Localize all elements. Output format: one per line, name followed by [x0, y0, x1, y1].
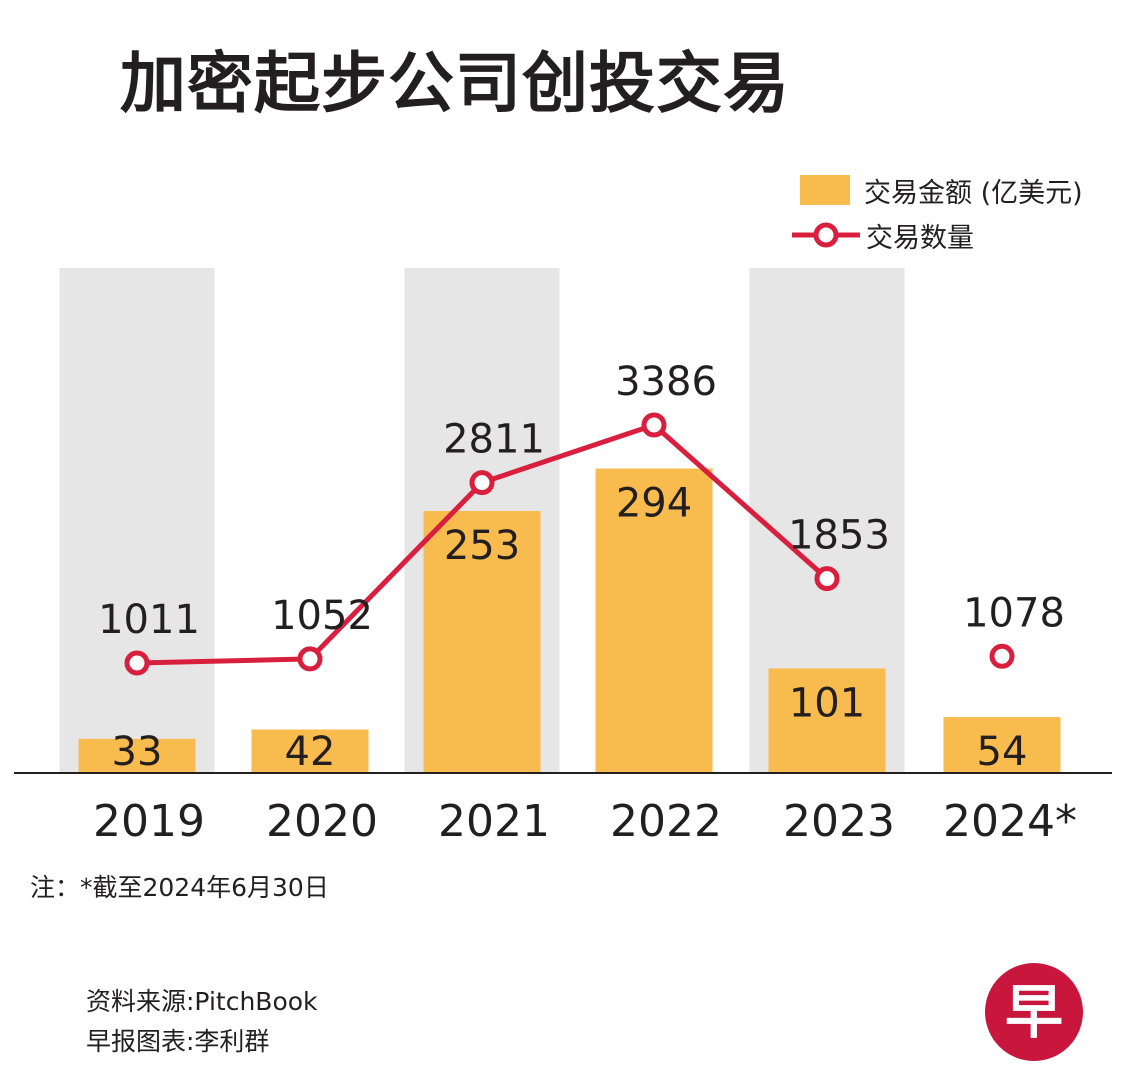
bar-value-label: 101: [789, 680, 865, 726]
x-tick-label: 2022: [610, 796, 722, 847]
count-point: [641, 412, 667, 438]
count-point: [469, 470, 495, 496]
count-line-segment: [479, 422, 657, 486]
chart-title: 加密起步公司创投交易: [120, 45, 790, 122]
legend-bar-swatch: [800, 175, 850, 205]
logo-text: 早: [1004, 978, 1063, 1046]
amount-bar: [943, 717, 1061, 773]
count-value-label: 1052: [271, 593, 373, 639]
count-line-segment: [651, 422, 830, 582]
bar-value-label: 294: [616, 481, 692, 527]
count-value-label: 1078: [963, 590, 1065, 636]
legend-label-amount: 交易金额 (亿美元): [864, 177, 1083, 209]
bar-value-label: 253: [444, 523, 520, 569]
source-text: 资料来源:PitchBook: [86, 987, 318, 1016]
x-tick-label: 2023: [783, 796, 895, 847]
bar-value-label: 42: [285, 729, 336, 775]
count-point: [124, 650, 150, 676]
chart-plot: 33 42 253 294 101 54 1011 1052 2811 3386 1853 1078 2…: [14, 268, 1112, 847]
x-tick-label: 2019: [93, 796, 205, 847]
footnote: 注：*截至2024年6月30日: [30, 873, 329, 902]
amount-bar: [423, 511, 541, 773]
bar-value-label: 54: [977, 729, 1028, 775]
shaded-band: [59, 268, 215, 773]
count-value-label: 1011: [98, 597, 200, 643]
count-point: [297, 646, 323, 672]
count-line-segment: [307, 480, 485, 662]
legend-label-count: 交易数量: [866, 222, 974, 254]
amount-bar: [251, 729, 369, 773]
count-value-label: 3386: [615, 359, 717, 405]
x-tick-label: 2024*: [943, 796, 1077, 847]
legend: 交易金额 (亿美元) 交易数量: [790, 165, 1120, 265]
amount-bar: [768, 668, 886, 773]
count-value-label: 2811: [443, 417, 545, 463]
legend-item-amount: 交易金额 (亿美元): [790, 170, 1083, 210]
legend-item-count: 交易数量: [790, 215, 974, 255]
amount-bar: [78, 738, 196, 773]
count-value-label: 1853: [788, 513, 890, 559]
x-tick-label: 2021: [438, 796, 550, 847]
zaobao-logo: 早: [985, 963, 1083, 1061]
count-line-segment: [134, 656, 313, 666]
count-point: [814, 566, 840, 592]
count-point: [989, 643, 1015, 669]
bar-value-label: 33: [112, 729, 163, 775]
x-tick-label: 2020: [266, 796, 378, 847]
legend-line-marker: [792, 222, 860, 248]
amount-bar: [595, 468, 713, 773]
credit-text: 早报图表:李利群: [86, 1027, 270, 1056]
